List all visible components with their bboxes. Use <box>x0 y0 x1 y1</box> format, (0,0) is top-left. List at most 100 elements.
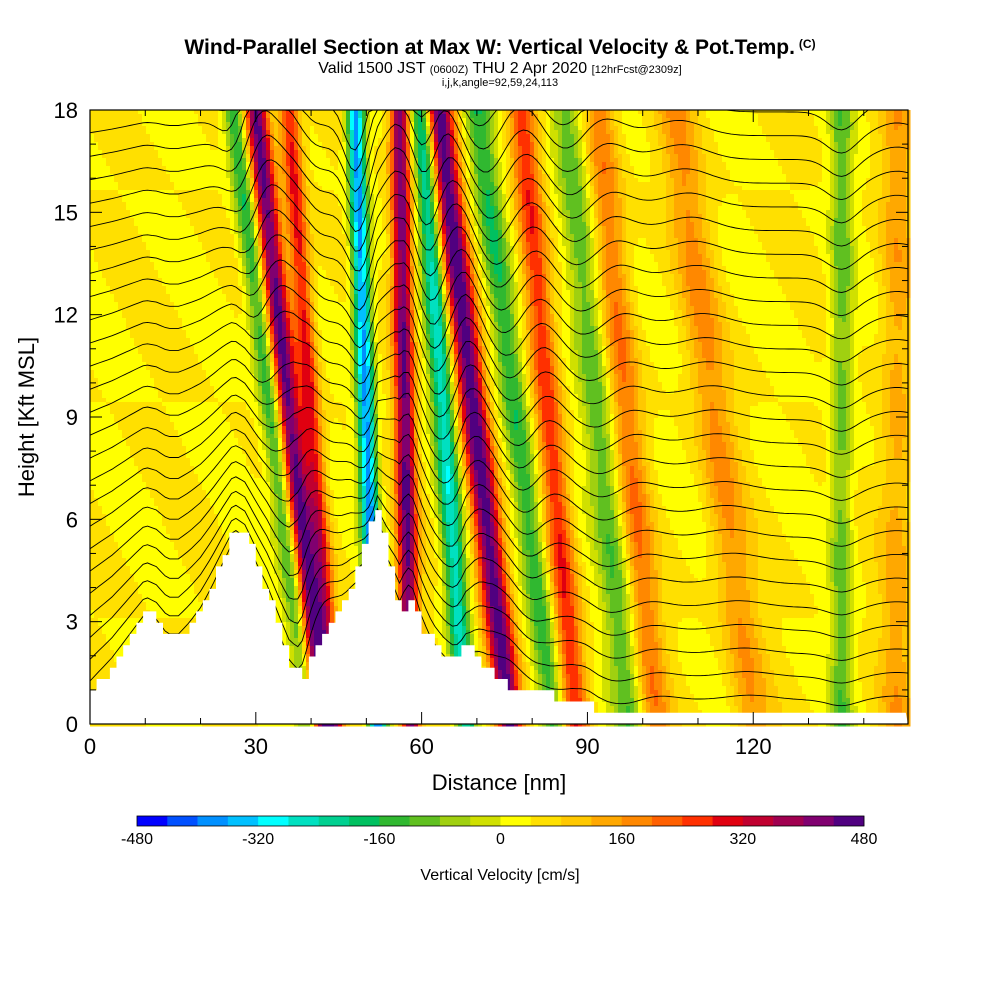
velocity-cell <box>866 138 871 143</box>
velocity-cell <box>354 130 359 135</box>
velocity-cell <box>438 122 443 127</box>
velocity-cell <box>814 118 819 123</box>
velocity-cell <box>650 130 655 135</box>
velocity-cell <box>158 142 163 147</box>
velocity-cell <box>270 110 275 115</box>
velocity-cell <box>406 130 411 135</box>
velocity-cell <box>394 150 399 155</box>
velocity-cell <box>198 134 203 139</box>
velocity-cell <box>134 150 139 155</box>
velocity-cell <box>782 130 787 135</box>
velocity-cell <box>506 126 511 131</box>
velocity-cell <box>678 130 683 135</box>
velocity-cell <box>554 138 559 143</box>
velocity-cell <box>498 146 503 151</box>
velocity-cell <box>210 130 215 135</box>
velocity-cell <box>858 150 863 155</box>
velocity-cell <box>894 126 899 131</box>
velocity-cell <box>442 142 447 147</box>
velocity-cell <box>742 146 747 151</box>
velocity-cell <box>190 114 195 119</box>
velocity-cell <box>674 138 679 143</box>
velocity-cell <box>350 122 355 127</box>
velocity-cell <box>186 142 191 147</box>
velocity-cell <box>226 122 231 127</box>
velocity-cell <box>578 122 583 127</box>
velocity-cell <box>694 134 699 139</box>
velocity-cell <box>422 130 427 135</box>
velocity-cell <box>638 118 643 123</box>
velocity-cell <box>298 134 303 139</box>
velocity-cell <box>766 126 771 131</box>
velocity-cell <box>818 130 823 135</box>
velocity-cell <box>702 134 707 139</box>
velocity-cell <box>482 126 487 131</box>
velocity-cell <box>746 126 751 131</box>
velocity-cell <box>870 110 875 115</box>
velocity-cell <box>182 110 187 115</box>
velocity-cell <box>794 122 799 127</box>
velocity-cell <box>166 118 171 123</box>
velocity-cell <box>430 118 435 123</box>
velocity-cell <box>458 138 463 143</box>
velocity-cell <box>886 138 891 143</box>
velocity-cell <box>806 138 811 143</box>
velocity-cell <box>450 130 455 135</box>
velocity-cell <box>890 134 895 139</box>
velocity-cell <box>654 110 659 115</box>
velocity-cell <box>614 146 619 151</box>
velocity-cell <box>650 118 655 123</box>
velocity-cell <box>490 126 495 131</box>
velocity-cell <box>522 150 527 155</box>
velocity-cell <box>874 142 879 147</box>
velocity-cell <box>354 110 359 115</box>
velocity-cell <box>870 122 875 127</box>
velocity-cell <box>810 142 815 147</box>
velocity-cell <box>658 118 663 123</box>
velocity-cell <box>646 150 651 155</box>
velocity-cell <box>522 134 527 139</box>
velocity-cell <box>562 114 567 119</box>
velocity-cell <box>158 154 163 159</box>
velocity-cell <box>886 114 891 119</box>
velocity-cell <box>454 146 459 151</box>
velocity-cell <box>106 110 111 115</box>
velocity-cell <box>282 114 287 119</box>
velocity-cell <box>782 146 787 151</box>
velocity-cell <box>474 118 479 123</box>
velocity-cell <box>418 122 423 127</box>
velocity-cell <box>894 130 899 135</box>
velocity-cell <box>94 118 99 123</box>
velocity-cell <box>882 150 887 155</box>
velocity-cell <box>406 126 411 131</box>
velocity-cell <box>590 142 595 147</box>
velocity-cell <box>346 126 351 131</box>
velocity-cell <box>494 114 499 119</box>
velocity-cell <box>526 146 531 151</box>
velocity-cell <box>154 126 159 131</box>
velocity-cell <box>246 146 251 151</box>
velocity-cell <box>718 114 723 119</box>
velocity-cell <box>730 118 735 123</box>
velocity-cell <box>606 130 611 135</box>
velocity-cell <box>90 146 95 151</box>
velocity-cell <box>826 110 831 115</box>
velocity-cell <box>710 122 715 127</box>
velocity-cell <box>750 142 755 147</box>
velocity-cell <box>350 126 355 131</box>
velocity-cell <box>758 150 763 155</box>
velocity-cell <box>782 134 787 139</box>
velocity-cell <box>666 114 671 119</box>
velocity-cell <box>658 130 663 135</box>
velocity-cell <box>726 138 731 143</box>
velocity-cell <box>526 138 531 143</box>
velocity-cell <box>878 138 883 143</box>
velocity-cell <box>602 146 607 151</box>
velocity-cell <box>534 110 539 115</box>
velocity-cell <box>870 146 875 151</box>
velocity-cell <box>118 122 123 127</box>
velocity-cell <box>734 146 739 151</box>
velocity-cell <box>610 130 615 135</box>
velocity-cell <box>146 114 151 119</box>
velocity-cell <box>542 138 547 143</box>
